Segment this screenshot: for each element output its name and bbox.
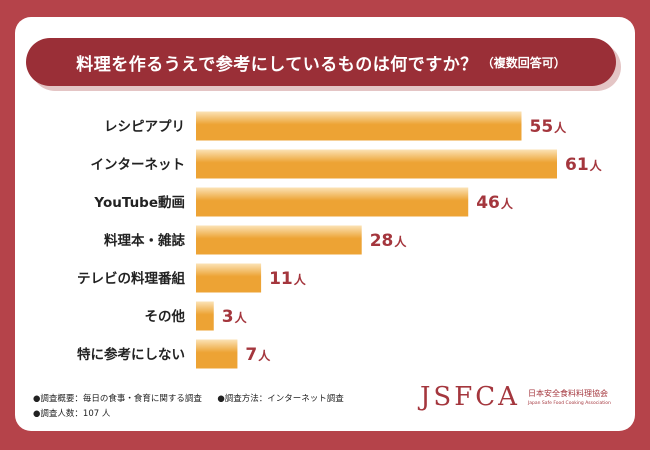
value-label: 28人 [370, 231, 408, 251]
category-label: その他 [145, 308, 186, 325]
logo-name-jp: 日本安全食料料理協会 [527, 389, 608, 398]
note-method: ●調査方法：インターネット調査 [217, 394, 344, 404]
value-label: 55人 [529, 117, 567, 137]
value-label: 11人 [269, 269, 307, 289]
title-banner: 料理を作るうえで参考にしているものは何ですか？ （複数回答可） [26, 38, 616, 86]
chart-card [15, 17, 635, 431]
bar [196, 263, 262, 293]
note-content: ●調査概要：毎日の食事・食育に関する調査 [33, 394, 202, 404]
category-label: 特に参考にしない [77, 346, 185, 363]
category-label: レシピアプリ [104, 119, 185, 135]
chart-subtitle: （複数回答可） [481, 55, 566, 70]
survey-notes: ●調査概要：毎日の食事・食育に関する調査 ●調査方法：インターネット調査 ●調査… [33, 392, 344, 422]
category-label: テレビの料理番組 [77, 270, 185, 287]
value-label: 3人 [222, 307, 248, 327]
bar [196, 339, 238, 369]
value-label: 46人 [476, 193, 514, 213]
bar [196, 301, 214, 331]
bar [196, 149, 557, 179]
category-label: 料理本・雑誌 [104, 232, 185, 249]
bar [196, 111, 522, 141]
category-label: YouTube動画 [93, 194, 185, 211]
category-label: インターネット [91, 157, 186, 173]
chart-title: 料理を作るうえで参考にしているものは何ですか？ [76, 54, 478, 75]
note-respondents: ●調査人数：107 人 [33, 409, 111, 419]
value-label: 61人 [565, 155, 603, 175]
bar [196, 187, 469, 217]
logo-mark: JSFCA [420, 382, 520, 412]
logo-name-en: Japan Safe Food Cooking Association [527, 401, 611, 406]
value-label: 7人 [245, 345, 271, 365]
bar [196, 225, 362, 255]
jsfca-logo: JSFCA 日本安全食料料理協会 Japan Safe Food Cooking… [420, 380, 611, 414]
